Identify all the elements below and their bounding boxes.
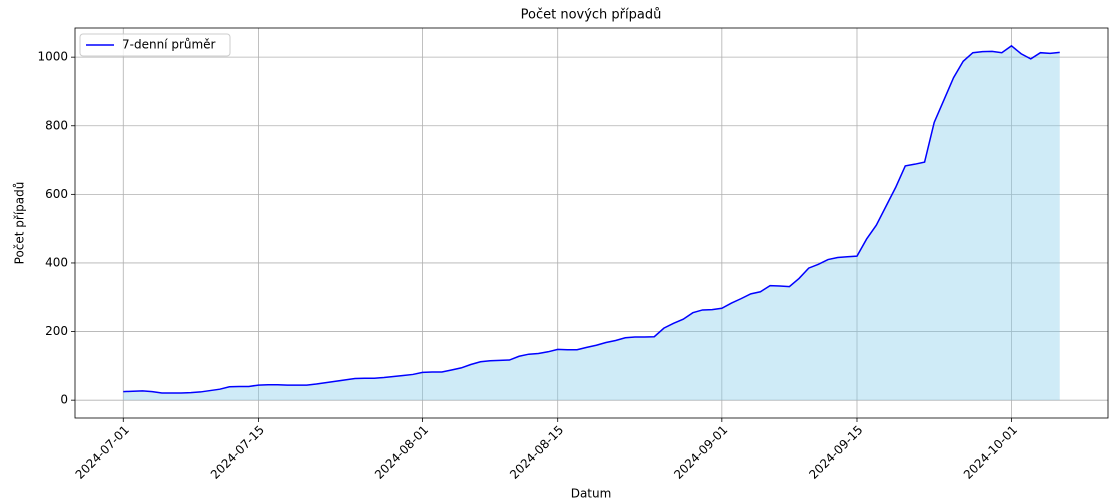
y-tick-label: 600 (45, 187, 68, 201)
area (123, 45, 1060, 401)
legend-box (79, 33, 231, 57)
y-tick-label: 400 (45, 255, 68, 269)
x-tick-label: 2024-09-01 (671, 423, 730, 482)
y-tick-label: 800 (45, 118, 68, 132)
x-tick-label: 2024-07-01 (73, 423, 132, 482)
x-axis-label: Datum (571, 487, 612, 501)
x-tick-label: 2024-07-15 (208, 423, 267, 482)
chart-title: Počet nových případů (521, 8, 662, 23)
legend-label: 7-denní průměr (122, 38, 216, 52)
y-tick-label: 200 (45, 324, 68, 338)
y-tick-label: 1000 (37, 50, 68, 64)
x-tick-label: 2024-09-15 (806, 423, 865, 482)
grid (75, 28, 1108, 418)
x-tick-label: 2024-08-01 (372, 423, 431, 482)
plot-frame (74, 27, 1109, 419)
y-tick-label: 0 (60, 393, 68, 407)
y-axis-label: Počet případů (13, 182, 27, 265)
line (123, 44, 1060, 394)
x-tick-label: 2024-10-01 (961, 423, 1020, 482)
x-tick-label: 2024-08-15 (507, 423, 566, 482)
